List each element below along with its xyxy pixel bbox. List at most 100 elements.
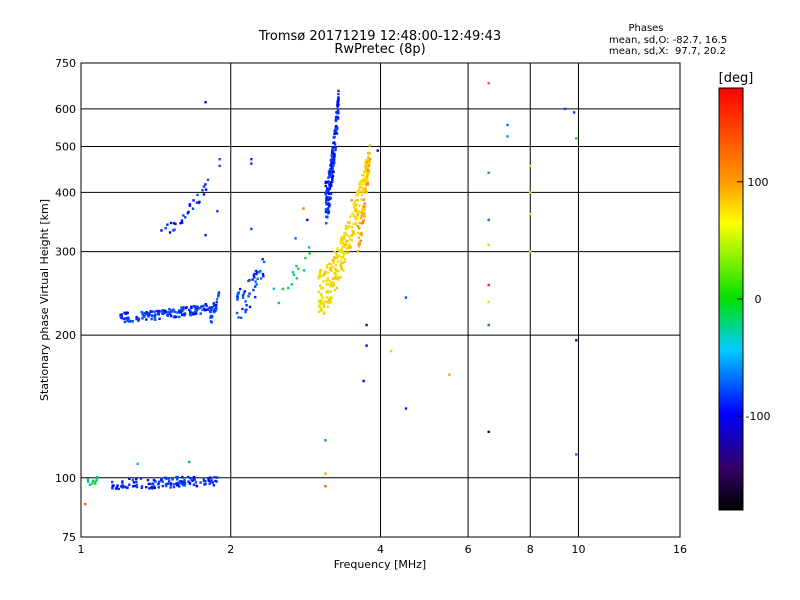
echo-point: [327, 180, 330, 183]
echo-point: [336, 102, 339, 105]
echo-point: [342, 235, 346, 238]
echo-point: [359, 179, 363, 183]
echo-point: [302, 269, 306, 272]
echo-point: [322, 305, 325, 309]
echo-point: [205, 304, 208, 308]
echo-point: [175, 475, 178, 479]
echo-point: [487, 323, 490, 327]
echo-point: [366, 183, 370, 186]
echo-point: [189, 310, 192, 313]
echo-point: [328, 262, 331, 266]
echo-point: [202, 304, 205, 308]
echo-point: [302, 207, 305, 210]
echo-point: [353, 232, 356, 236]
echo-point: [169, 483, 173, 487]
echo-point: [326, 271, 330, 274]
echo-point: [328, 267, 332, 270]
echo-point: [354, 204, 358, 207]
echo-point: [354, 222, 357, 225]
echo-point: [330, 283, 333, 286]
echo-point: [337, 89, 340, 93]
plot-frame: [80, 62, 681, 538]
echo-point: [173, 483, 176, 486]
echo-point: [137, 317, 141, 320]
echo-point: [352, 222, 355, 226]
echo-point: [124, 317, 128, 320]
echo-point: [334, 274, 338, 277]
echo-point: [158, 310, 161, 313]
echo-point: [321, 286, 325, 290]
echo-point: [448, 373, 451, 376]
echo-point: [163, 309, 166, 312]
echo-point: [177, 311, 180, 314]
echo-point: [360, 173, 364, 177]
echo-point: [324, 199, 328, 202]
echo-point: [319, 269, 322, 272]
echo-point: [241, 294, 245, 297]
echo-point: [331, 176, 334, 180]
echo-point: [318, 276, 321, 279]
echo-point: [334, 264, 338, 267]
echo-point: [365, 183, 368, 186]
echo-point: [355, 193, 358, 197]
echo-point: [190, 311, 193, 314]
echo-point: [170, 309, 173, 312]
echo-point: [217, 291, 221, 294]
echo-point: [168, 308, 171, 311]
echo-point: [166, 223, 169, 226]
echo-point: [351, 233, 354, 236]
echo-point: [326, 278, 330, 281]
echo-point: [336, 104, 340, 107]
echo-point: [168, 311, 171, 314]
phase-box-line-x: mean, sd,X: 97.7, 20.2: [609, 46, 726, 57]
echo-point: [259, 277, 263, 280]
echo-point: [325, 197, 328, 201]
echo-point: [328, 205, 331, 208]
echo-point: [131, 485, 135, 488]
echo-point: [198, 306, 202, 310]
echo-point: [215, 476, 219, 479]
x-tick-label: 1: [78, 543, 85, 556]
echo-point: [202, 477, 205, 481]
echo-point: [342, 269, 345, 272]
echo-point: [333, 152, 336, 156]
echo-point: [329, 300, 333, 303]
echo-point: [204, 183, 207, 186]
echo-point: [342, 253, 346, 256]
echo-point: [235, 311, 239, 315]
echo-point: [172, 308, 175, 311]
echo-point: [333, 143, 337, 146]
echo-point: [204, 100, 207, 104]
echo-point: [320, 302, 323, 305]
echo-point: [336, 110, 340, 113]
echo-point: [209, 476, 212, 479]
echo-point: [163, 311, 166, 315]
echo-point: [186, 212, 190, 215]
echo-point: [160, 479, 163, 482]
x-axis-ticks: 1 2 4 6 8 10 16: [78, 543, 688, 556]
echo-point: [160, 309, 164, 312]
echo-point: [324, 181, 327, 184]
echo-point: [331, 178, 334, 182]
echo-point: [317, 304, 321, 307]
echo-point: [117, 487, 120, 491]
echo-point: [321, 296, 325, 299]
echo-point: [327, 211, 330, 214]
echo-point: [180, 219, 184, 222]
x-tick-label: 10: [571, 543, 585, 556]
echo-point: [366, 175, 369, 178]
echo-point: [166, 311, 169, 314]
echo-point: [351, 212, 354, 216]
echo-point: [292, 273, 296, 277]
echo-point: [151, 482, 155, 485]
echo-point: [357, 192, 360, 195]
echo-point: [332, 145, 335, 149]
echo-point: [168, 312, 172, 316]
echo-point: [149, 482, 152, 486]
echo-point: [317, 310, 321, 314]
echo-point: [343, 260, 346, 264]
echo-point: [365, 323, 368, 327]
echo-point: [324, 439, 327, 442]
y-tick-label: 100: [55, 472, 76, 485]
